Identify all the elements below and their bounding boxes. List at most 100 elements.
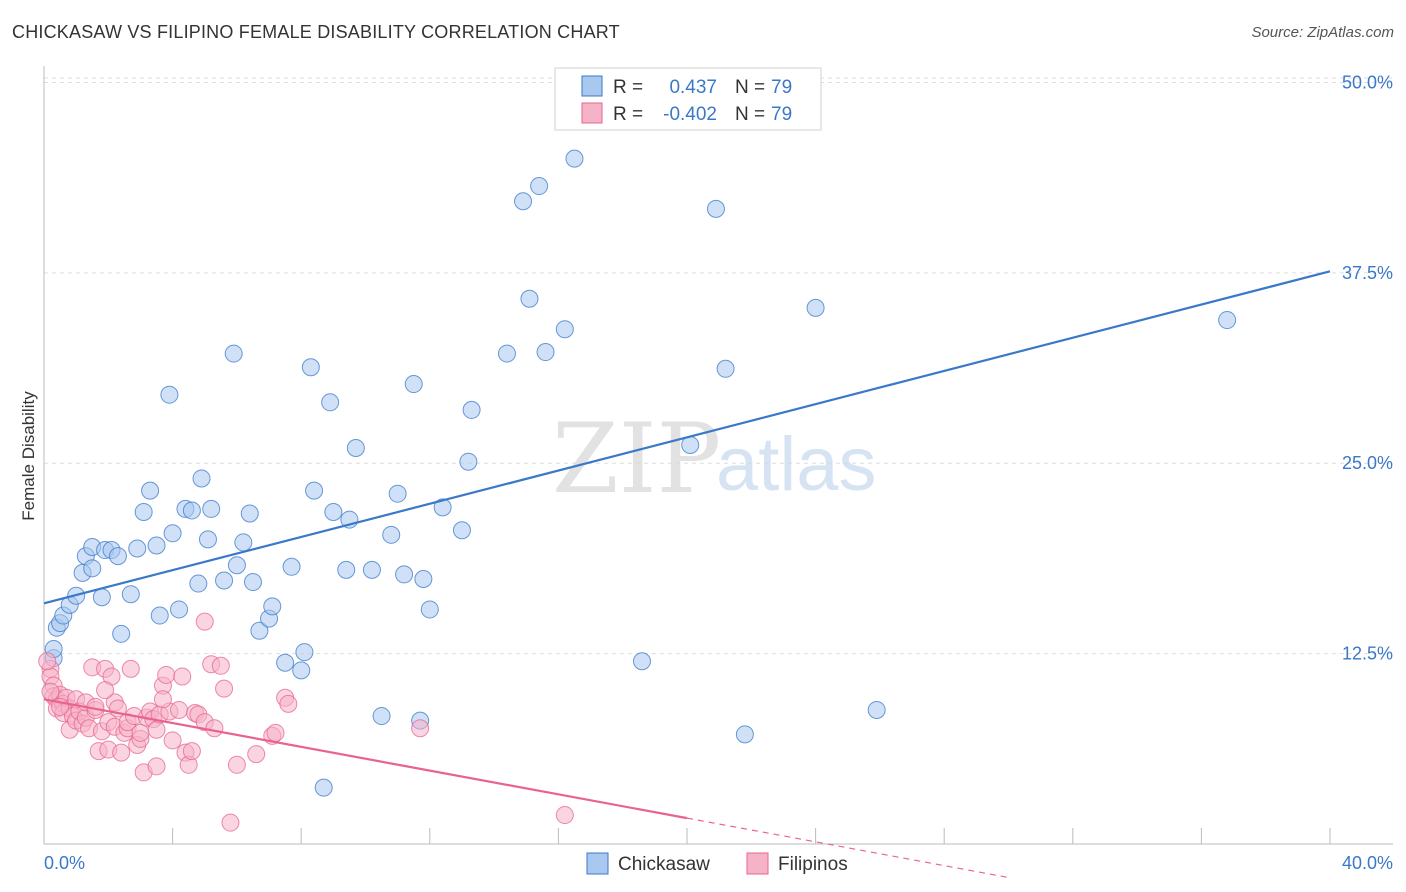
filipinos-point <box>221 813 240 832</box>
data-points <box>38 149 1237 832</box>
legend-swatch-filipinos <box>581 102 603 124</box>
series-legend-label-filipinos: Filipinos <box>778 854 848 875</box>
chickasaw-point <box>147 536 166 555</box>
chickasaw-point <box>292 661 311 680</box>
watermark-zip: ZIP <box>552 403 721 515</box>
chickasaw-point <box>108 547 127 566</box>
chickasaw-point <box>716 359 735 378</box>
legend-r-label-1: R = <box>613 77 643 98</box>
series-legend-label-chickasaw: Chickasaw <box>618 854 710 875</box>
chickasaw-point <box>565 149 584 168</box>
chickasaw-point <box>867 700 886 719</box>
chickasaw-point <box>301 358 320 377</box>
x-tick-labels: 0.0% 40.0% <box>44 853 1393 873</box>
chart-source: Source: ZipAtlas.com <box>1251 24 1394 41</box>
chickasaw-point <box>530 177 549 196</box>
chickasaw-point <box>735 725 754 744</box>
chickasaw-point <box>459 452 478 471</box>
y-tick-label: 25.0% <box>1342 453 1393 473</box>
legend-r-value-1: 0.437 <box>669 77 717 98</box>
chickasaw-point <box>189 574 208 593</box>
chickasaw-point <box>112 624 131 643</box>
chickasaw-point <box>92 588 111 607</box>
chickasaw-trend-line <box>43 270 1331 605</box>
trend-lines <box>43 270 1331 879</box>
chickasaw-point <box>240 504 259 523</box>
filipinos-point <box>170 700 189 719</box>
filipinos-point <box>112 743 131 762</box>
chickasaw-point <box>227 556 246 575</box>
chickasaw-point <box>452 521 471 540</box>
chickasaw-point <box>536 343 555 362</box>
chickasaw-point <box>555 320 574 339</box>
chickasaw-point <box>632 652 651 671</box>
chickasaw-point <box>414 569 433 588</box>
chickasaw-point <box>192 469 211 488</box>
legend-n-label-1: N = <box>735 77 765 98</box>
chickasaw-point <box>170 600 189 619</box>
chickasaw-point <box>362 560 381 579</box>
filipinos-point <box>205 719 224 738</box>
chickasaw-point <box>121 585 140 604</box>
filipinos-point <box>555 806 574 825</box>
chickasaw-point <box>202 499 221 518</box>
filipinos-point <box>153 690 172 709</box>
y-tick-label: 37.5% <box>1342 263 1393 283</box>
chickasaw-point <box>224 344 243 363</box>
chickasaw-point <box>150 606 169 625</box>
filipinos-point <box>147 720 166 739</box>
chickasaw-point <box>163 524 182 543</box>
y-tick-label: 50.0% <box>1342 72 1393 92</box>
filipinos-point <box>227 755 246 774</box>
chickasaw-point <box>243 573 262 592</box>
chickasaw-point <box>295 643 314 662</box>
watermark: ZIP atlas <box>552 403 877 515</box>
chickasaw-point <box>263 597 282 616</box>
chickasaw-point <box>234 533 253 552</box>
chickasaw-point <box>128 539 147 558</box>
chickasaw-point <box>250 621 269 640</box>
filipinos-point <box>411 719 430 738</box>
watermark-atlas: atlas <box>716 422 877 507</box>
filipinos-trend-line <box>43 698 688 820</box>
chickasaw-point <box>83 559 102 578</box>
filipinos-point <box>182 742 201 761</box>
filipinos-point <box>157 665 176 684</box>
legend-n-label-2: N = <box>735 104 765 125</box>
filipinos-point <box>131 723 150 742</box>
chickasaw-point <box>215 571 234 590</box>
legend-r-value-2: -0.402 <box>663 104 717 125</box>
chickasaw-point <box>314 778 333 797</box>
y-tick-label: 12.5% <box>1342 644 1393 664</box>
series-legend: Chickasaw Filipinos <box>586 852 848 875</box>
chickasaw-point <box>198 530 217 549</box>
filipinos-point <box>173 667 192 686</box>
x-tick-label-min: 0.0% <box>44 853 85 873</box>
chickasaw-point <box>324 502 343 521</box>
y-axis-label: Female Disability <box>19 391 38 521</box>
chickasaw-point <box>346 439 365 457</box>
filipinos-point <box>96 681 115 700</box>
axes <box>43 66 1393 845</box>
filipinos-point <box>147 757 166 776</box>
filipinos-trend-line-extension <box>686 817 1009 879</box>
chickasaw-point <box>388 484 407 503</box>
chickasaw-point <box>433 498 452 517</box>
filipinos-point <box>266 723 285 742</box>
chickasaw-point <box>182 501 201 520</box>
filipinos-point <box>215 679 234 698</box>
correlation-legend: R = 0.437 N = 79 R = -0.402 N = 79 <box>554 67 822 131</box>
chickasaw-point <box>520 289 539 308</box>
chickasaw-point <box>276 653 295 672</box>
chart-title: CHICKASAW VS FILIPINO FEMALE DISABILITY … <box>12 22 620 42</box>
chickasaw-point <box>305 481 324 500</box>
filipinos-point <box>163 731 182 750</box>
filipinos-point <box>211 656 230 675</box>
chickasaw-point <box>282 557 301 576</box>
x-tick-label-max: 40.0% <box>1342 853 1393 873</box>
chickasaw-point <box>160 385 179 404</box>
chickasaw-point <box>806 298 825 317</box>
legend-r-label-2: R = <box>613 104 643 125</box>
legend-n-value-1: 79 <box>771 77 792 98</box>
